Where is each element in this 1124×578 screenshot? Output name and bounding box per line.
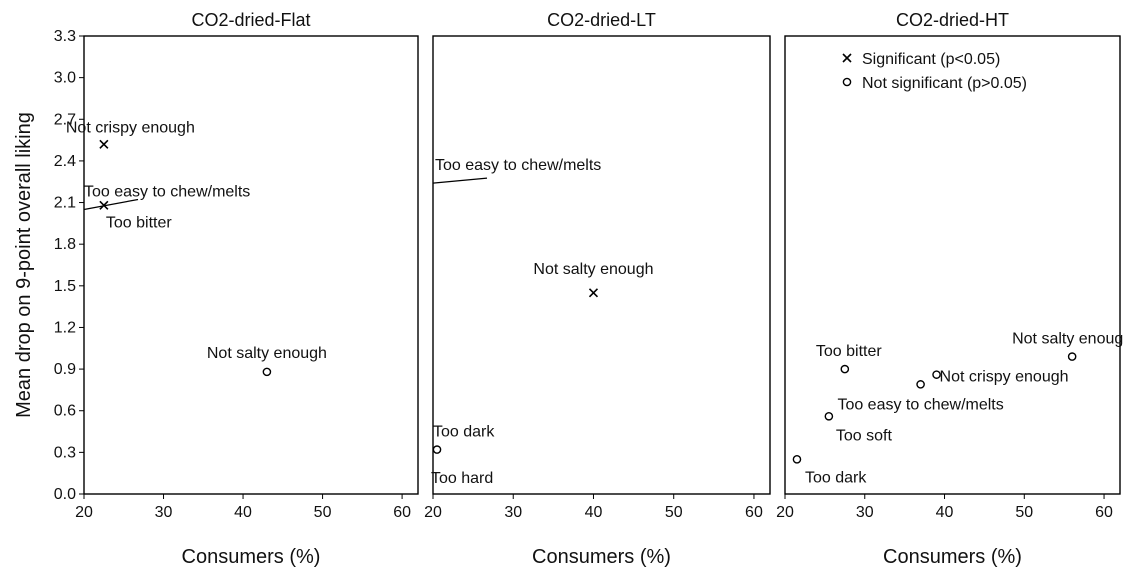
leader-lines xyxy=(83,177,488,211)
point-label: Not salty enough xyxy=(533,261,653,278)
legend-label: Significant (p<0.05) xyxy=(862,51,1000,68)
point-label: Too easy to chew/melts xyxy=(84,183,250,200)
x-tick-label: 40 xyxy=(585,504,603,521)
data-point-not-significant xyxy=(792,455,802,464)
point-label: Not salty enough xyxy=(207,345,327,362)
panel-frames xyxy=(83,35,1121,495)
data-point-not-significant xyxy=(932,370,941,379)
data-point-not-significant xyxy=(840,364,850,374)
legend-label: Not significant (p>0.05) xyxy=(862,75,1027,92)
x-tick-label: 20 xyxy=(424,504,442,521)
x-tick-label: 50 xyxy=(314,504,332,521)
x-tick-label: 40 xyxy=(936,504,954,521)
data-point-not-significant xyxy=(432,445,442,454)
y-tick-label: 0.3 xyxy=(54,444,76,461)
x-tick-label: 50 xyxy=(665,504,683,521)
point-label: Too easy to chew/melts xyxy=(837,396,1003,413)
panel-title-3: CO2-dried-HT xyxy=(896,10,1009,30)
x-marker-stroke xyxy=(842,53,852,63)
point-label: Too dark xyxy=(805,469,867,486)
legend-marker-significant xyxy=(842,53,852,63)
legend-marker-not-significant xyxy=(842,77,852,87)
y-tick-label: 2.7 xyxy=(54,111,76,128)
x-tick-label: 30 xyxy=(856,504,874,521)
panel-frame-3 xyxy=(784,35,1121,495)
x-marker-stroke xyxy=(99,139,109,149)
chart-text: CO2-dried-Flat Consumers (%) 20 30 40 50 60 Not… xyxy=(13,10,1124,568)
x-tick-label: 40 xyxy=(234,504,252,521)
point-label: Too soft xyxy=(836,427,893,444)
panel-title-2: CO2-dried-LT xyxy=(547,10,656,30)
point-label: Not crispy enough xyxy=(940,369,1069,386)
x-tick-label: 60 xyxy=(745,504,763,521)
data-point-significant xyxy=(99,200,109,210)
data-point-significant xyxy=(588,288,599,298)
y-tick-label: 2.1 xyxy=(54,195,76,212)
data-point-not-significant xyxy=(1067,352,1077,361)
y-tick-label: 0.6 xyxy=(54,403,76,420)
leader-line xyxy=(432,177,488,184)
y-tick-label: 0.9 xyxy=(54,361,76,378)
x-axis-label-2: Consumers (%) xyxy=(532,546,671,568)
x-tick-label: 30 xyxy=(155,504,173,521)
x-tick-label: 60 xyxy=(393,504,411,521)
x-axis-label-3: Consumers (%) xyxy=(883,546,1022,568)
point-label: Too hard xyxy=(431,470,493,487)
x-tick-label: 50 xyxy=(1015,504,1033,521)
y-tick-label: 3.3 xyxy=(54,28,76,45)
y-tick-label: 3.0 xyxy=(54,70,76,87)
data-point-not-significant xyxy=(916,380,925,389)
panel-title-1: CO2-dried-Flat xyxy=(191,10,310,30)
axis-ticks xyxy=(79,35,1105,499)
x-tick-label: 20 xyxy=(776,504,794,521)
y-tick-label: 2.4 xyxy=(54,153,76,170)
y-tick-label: 1.2 xyxy=(54,319,76,336)
point-label: Not crispy enough xyxy=(66,119,195,136)
point-label: Too bitter xyxy=(106,214,172,231)
y-tick-label: 0.0 xyxy=(54,486,76,503)
x-tick-label: 20 xyxy=(75,504,93,521)
x-marker-stroke xyxy=(99,200,109,210)
data-point-significant xyxy=(99,139,109,149)
x-axis-label-1: Consumers (%) xyxy=(182,546,321,568)
leader-line xyxy=(83,198,139,211)
panel-frame-1 xyxy=(83,35,419,495)
x-marker-stroke xyxy=(588,288,599,298)
x-tick-label: 30 xyxy=(504,504,522,521)
point-label: Too bitter xyxy=(816,343,882,360)
data-point-not-significant xyxy=(262,367,272,377)
y-tick-label: 1.5 xyxy=(54,278,76,295)
point-label: Not salty enough xyxy=(1012,331,1124,348)
y-tick-label: 1.8 xyxy=(54,236,76,253)
x-tick-label: 60 xyxy=(1095,504,1113,521)
data-point-not-significant xyxy=(824,411,834,421)
point-label: Too dark xyxy=(433,424,495,441)
panel-frame-2 xyxy=(432,35,771,495)
y-axis-label: Mean drop on 9-point overall liking xyxy=(13,112,35,418)
data-marks xyxy=(99,53,1077,464)
point-label: Too easy to chew/melts xyxy=(435,157,601,174)
